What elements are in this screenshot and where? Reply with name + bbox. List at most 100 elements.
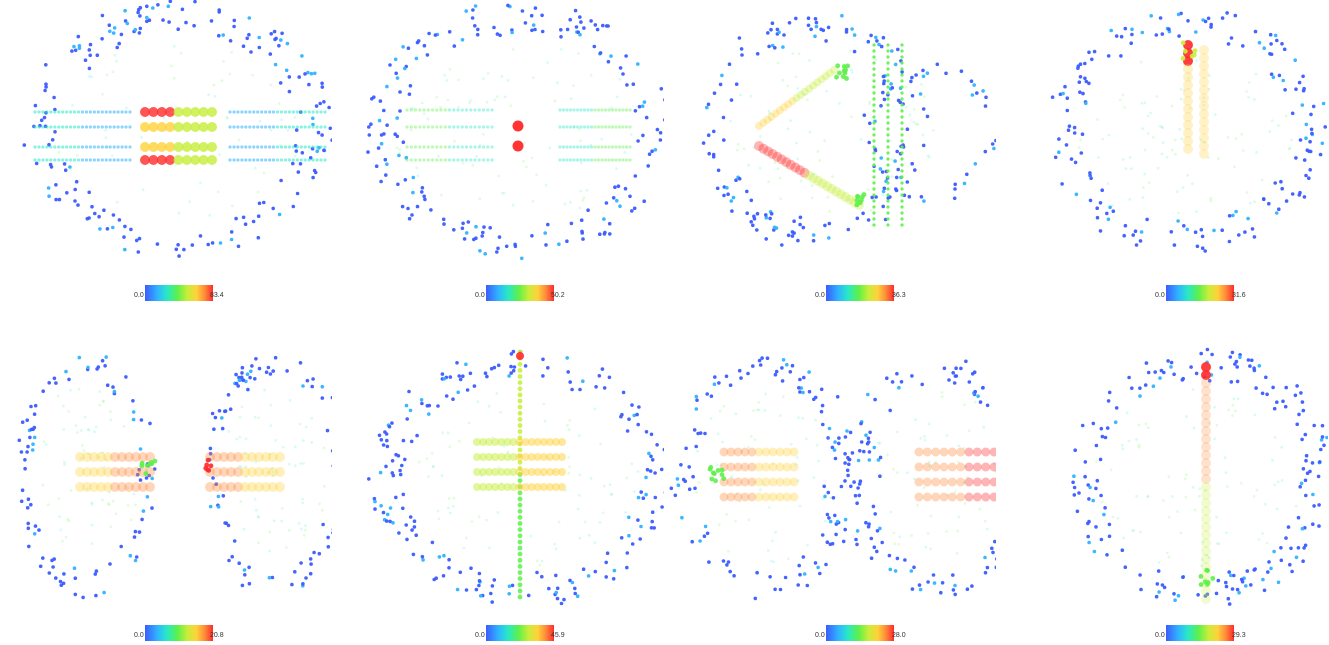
node-marker [1199,141,1209,151]
node-marker [232,125,236,129]
node-marker [79,429,83,432]
node-marker [208,214,212,217]
node-marker [709,417,713,420]
node-marker [637,405,641,409]
node-marker [1300,526,1305,531]
node-marker [886,61,890,65]
node-marker [568,108,573,112]
node-marker [978,400,983,404]
node-marker [384,173,388,177]
node-marker [789,477,799,487]
node-marker [1169,230,1174,234]
node-marker [1237,233,1241,237]
node-marker [248,145,252,149]
node-marker [872,85,876,89]
node-marker [726,477,736,487]
node-marker [291,145,295,149]
node-marker [48,162,53,167]
node-marker [80,125,85,129]
node-marker [373,507,377,511]
node-marker [1273,436,1277,439]
node-marker [810,184,814,188]
node-marker [108,29,112,34]
node-marker [477,571,482,576]
node-marker [796,90,805,99]
node-marker [1214,591,1219,596]
node-marker [1201,450,1211,460]
node-marker [1073,160,1078,165]
node-marker [869,208,873,212]
node-marker [1212,228,1216,233]
node-marker [468,371,473,376]
node-marker [240,583,245,588]
node-marker [236,244,241,249]
node-marker [1207,556,1211,559]
node-marker [1268,130,1272,133]
node-marker [1090,57,1094,62]
node-marker [249,369,253,374]
node-marker [1183,56,1193,66]
node-marker [749,435,753,438]
node-marker [758,363,763,367]
node-marker [1243,230,1247,234]
node-marker [480,234,484,238]
node-marker [834,532,838,537]
node-marker [244,475,248,478]
node-marker [208,463,214,469]
node-marker [886,199,890,203]
node-marker [962,446,966,450]
node-marker [735,148,739,152]
node-marker [398,148,402,151]
node-marker [244,110,248,114]
node-marker [900,181,904,185]
node-marker [525,165,528,169]
node-marker [1301,88,1306,93]
node-marker [65,158,69,162]
node-marker [323,125,327,129]
node-marker [758,135,762,138]
node-marker [586,125,590,129]
node-marker [1231,213,1235,218]
node-marker [624,108,629,112]
node-marker [44,82,48,86]
node-marker [456,108,460,112]
node-marker [1094,486,1098,491]
node-marker [862,113,867,117]
node-marker [140,136,143,139]
node-marker [198,234,203,238]
node-marker [579,108,583,112]
node-marker [174,247,179,252]
node-marker [76,145,81,149]
node-marker [586,208,590,212]
node-marker [761,462,771,472]
node-marker [1199,227,1204,232]
node-marker [420,554,425,559]
node-marker [789,462,799,472]
node-marker [872,73,876,77]
node-marker [777,30,781,34]
node-marker [841,539,846,544]
node-marker [583,520,587,524]
node-marker [1170,104,1174,108]
node-marker [533,438,542,446]
node-marker [220,416,224,420]
node-marker [326,535,330,540]
node-marker [768,447,778,457]
node-marker [617,158,622,162]
node-marker [407,389,411,394]
node-marker [558,483,566,491]
node-marker [26,521,31,526]
node-marker [1116,516,1120,520]
node-marker [84,145,89,149]
node-marker [19,499,24,504]
node-marker [87,48,92,52]
node-marker [293,445,297,449]
node-marker [1241,44,1245,48]
node-marker [491,483,500,491]
node-marker [572,84,575,88]
node-marker [483,371,488,375]
node-marker [985,527,989,531]
node-marker [1088,173,1092,178]
node-marker [405,158,409,162]
node-marker [315,149,320,153]
